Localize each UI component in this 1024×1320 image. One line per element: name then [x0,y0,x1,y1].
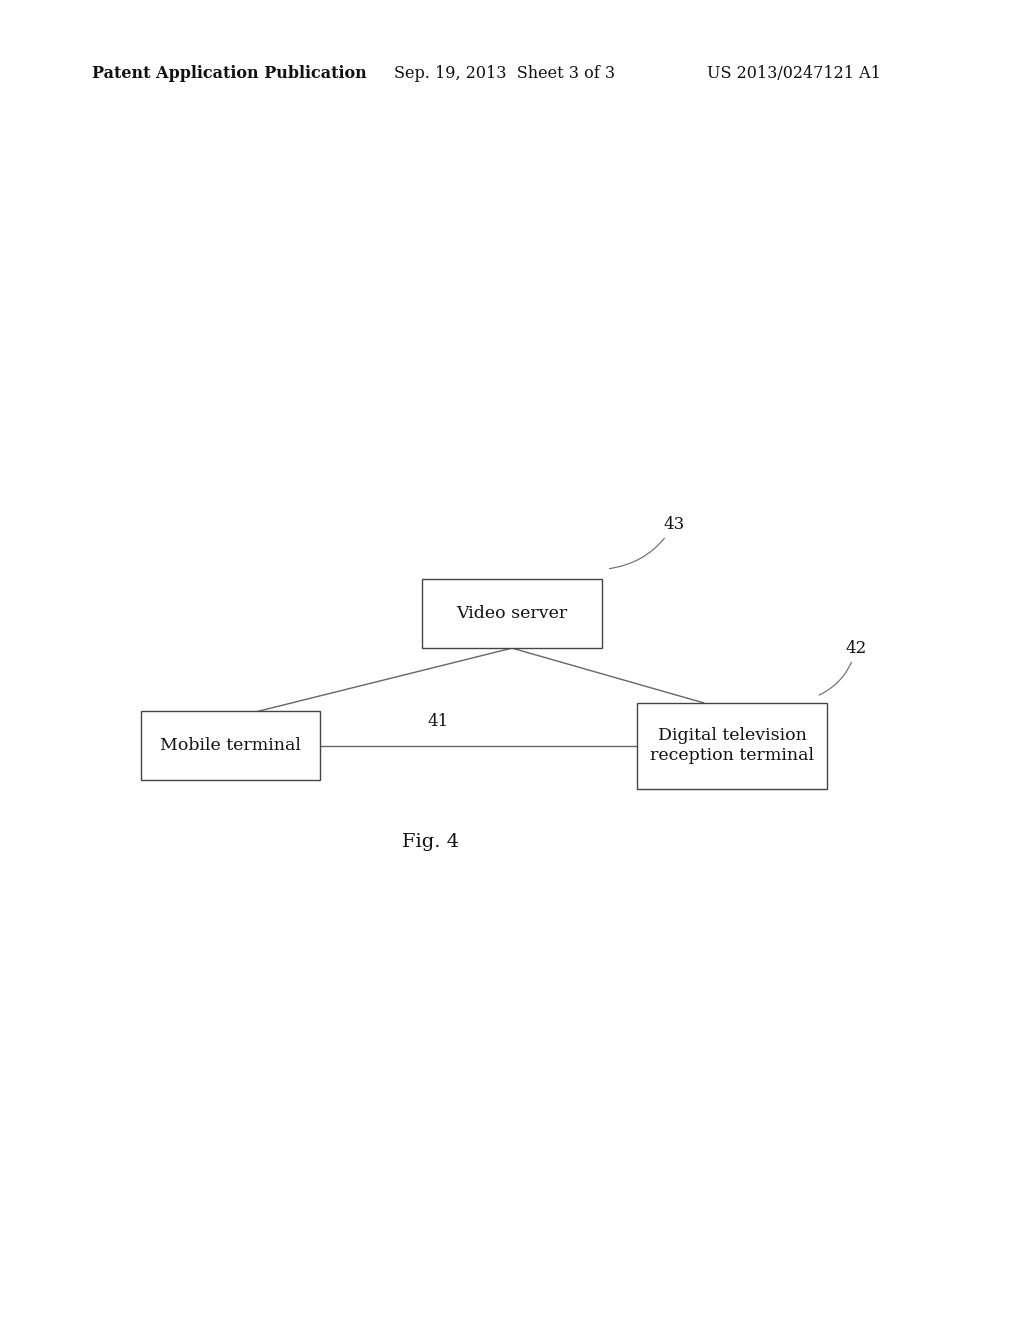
Text: US 2013/0247121 A1: US 2013/0247121 A1 [707,65,881,82]
Text: 41: 41 [427,713,449,730]
FancyBboxPatch shape [422,579,601,648]
Text: Sep. 19, 2013  Sheet 3 of 3: Sep. 19, 2013 Sheet 3 of 3 [394,65,615,82]
Text: Patent Application Publication: Patent Application Publication [92,65,367,82]
Text: 42: 42 [819,640,866,696]
Text: Video server: Video server [457,606,567,622]
Text: 43: 43 [609,516,684,569]
Text: Digital television
reception terminal: Digital television reception terminal [650,727,814,764]
Text: Mobile terminal: Mobile terminal [160,738,301,754]
FancyBboxPatch shape [637,704,826,789]
Text: Fig. 4: Fig. 4 [401,833,459,851]
FancyBboxPatch shape [141,711,319,780]
